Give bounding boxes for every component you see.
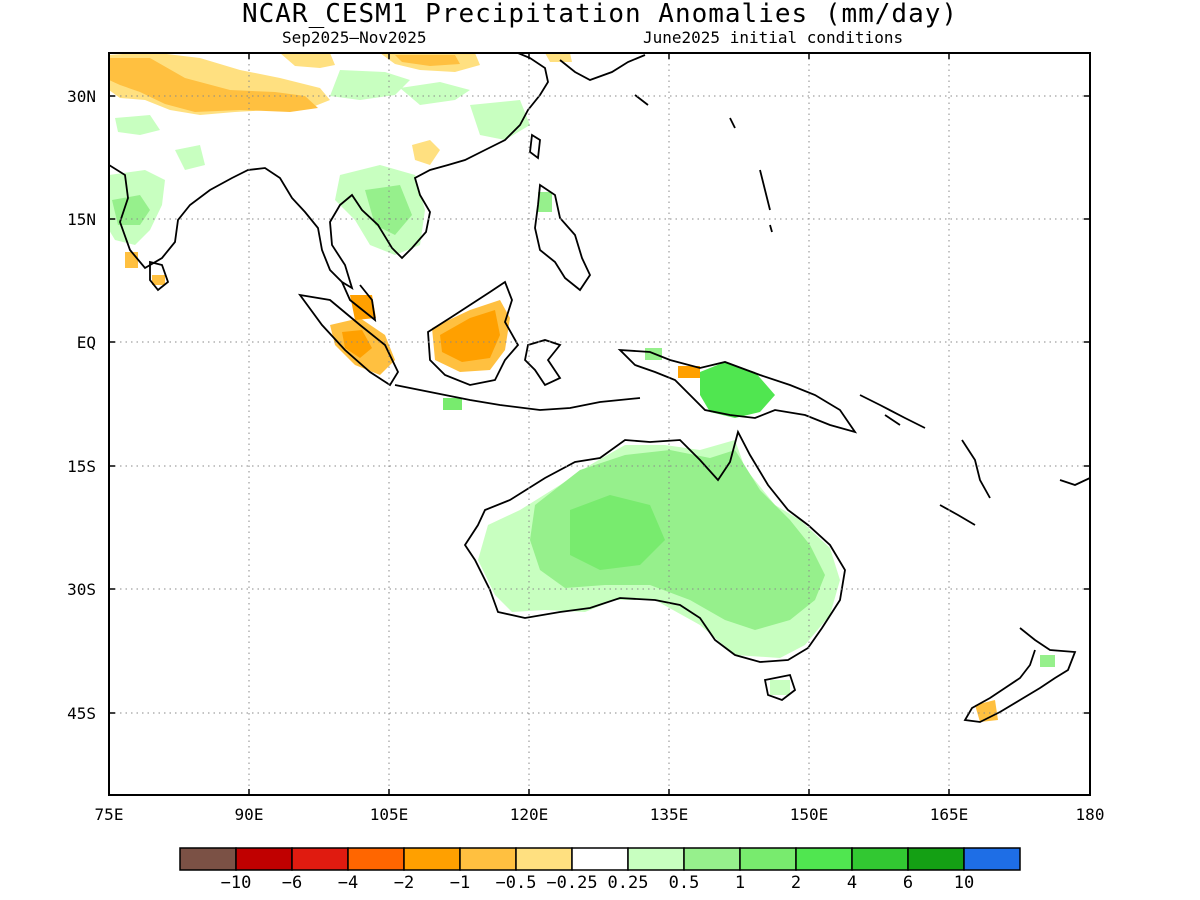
wet-anomaly-philippines [538,192,552,212]
coast-fiji [1059,477,1090,486]
coast-australia [463,429,846,663]
wet-anomaly-newguinea [700,362,775,418]
colorbar [179,847,1021,871]
lon-tick-label: 75E [95,805,124,824]
colorbar-label: −10 [220,873,252,893]
coast-tasmania [763,673,797,702]
lon-tick-label: 135E [650,805,689,824]
coast-asia [109,53,549,290]
colorbar-swatch [851,847,909,871]
colorbar-label: 1 [734,873,746,893]
dry-anomaly-malaya [350,295,376,320]
graticule [109,53,1090,795]
coast-sumatra [297,293,400,387]
plot-area [109,53,1090,795]
dry-anomaly-borneo-core [440,310,500,362]
anomaly-shading [109,53,1055,722]
wet-anomaly-java [443,398,462,410]
coast-solomons [859,394,926,429]
colorbar-label: 0.5 [668,873,700,893]
dry-anomaly-srilanka [125,252,165,285]
lon-tick-label: 165E [930,805,969,824]
wet-anomaly-indochina-core [365,185,412,235]
colorbar-swatch [795,847,853,871]
coast-newguinea [617,348,858,434]
colorbar-swatch [291,847,349,871]
colorbar-swatch [459,847,517,871]
coast-borneo [427,280,520,386]
dry-anomaly-tibet-core [109,58,318,112]
lat-tick-label: 15N [67,210,96,229]
colorbar-swatch [403,847,461,871]
colorbar-label: −0.25 [546,873,598,893]
dry-anomaly-south-china [412,140,440,165]
coast-newzealand [963,627,1077,723]
coast-japan [559,54,736,129]
forecast-period: Sep2025—Nov2025 [282,28,427,47]
colorbar-swatch [907,847,965,871]
colorbar-swatch [683,847,741,871]
colorbar-label: 4 [846,873,858,893]
lat-tick-label: EQ [77,333,96,352]
colorbar-label: −4 [337,873,359,893]
wet-anomaly-india-north [115,115,205,170]
coast-java [394,384,641,411]
coast-srilanka [149,260,170,292]
wet-anomaly-newzealand [1040,655,1055,667]
colorbar-swatch [963,847,1021,871]
coastlines [109,53,1090,723]
colorbar-swatch [347,847,405,871]
colorbar-label: −0.5 [495,873,537,893]
initial-conditions: June2025 initial conditions [643,28,904,47]
lat-tick-label: 45S [67,704,96,723]
lon-tick-label: 150E [790,805,829,824]
colorbar-swatch [739,847,797,871]
coast-micronesia [759,169,773,233]
colorbar-label: −1 [449,873,471,893]
lon-tick-label: 105E [370,805,409,824]
colorbar-label: 10 [953,873,975,893]
colorbar-swatch [515,847,573,871]
axis-labels: 75E 90E 105E 120E 135E 150E 165E 180 30N… [67,87,1104,824]
colorbar-swatch [627,847,685,871]
colorbar-swatch [571,847,629,871]
dry-anomaly-sumatra-core [342,330,372,358]
lon-tick-label: 90E [235,805,264,824]
dry-anomaly-newguinea-west [678,366,700,378]
coast-vanuatu [961,439,991,499]
chart-title: NCAR_CESM1 Precipitation Anomalies (mm/d… [241,0,959,29]
colorbar-label: −2 [393,873,415,893]
colorbar-label: 2 [790,873,802,893]
coast-malaya [341,281,377,323]
coast-taiwan [529,133,541,160]
wet-anomaly-australia-core [570,495,665,570]
lat-tick-label: 15S [67,457,96,476]
lon-tick-label: 180 [1076,805,1105,824]
wet-anomaly-australia-mid [530,450,825,630]
wet-anomaly-tasmania [770,680,790,695]
lon-tick-label: 120E [510,805,549,824]
colorbar-swatch [179,847,237,871]
axis-ticks [108,53,1091,795]
colorbar-label: −6 [281,873,303,893]
lat-tick-label: 30S [67,580,96,599]
wet-anomaly-china [330,70,530,140]
coast-philippines [534,183,592,292]
colorbar-label: 0.25 [607,873,649,893]
dry-anomaly-china-core [395,55,460,66]
colorbar-swatch [235,847,293,871]
lat-tick-label: 30N [67,87,96,106]
colorbar-label: 6 [902,873,914,893]
coast-newcaledonia [939,504,976,526]
plot-frame [108,52,1091,796]
